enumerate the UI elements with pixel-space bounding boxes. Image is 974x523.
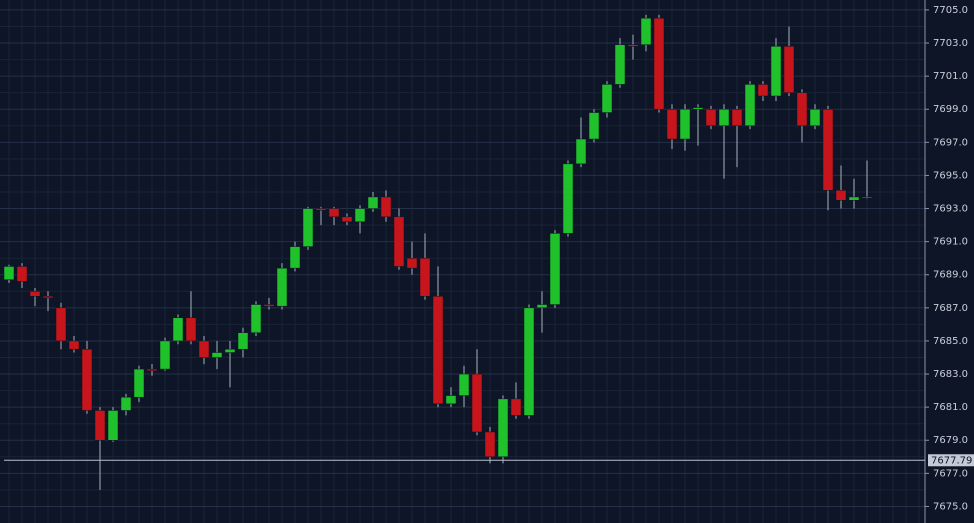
candle-body — [575, 138, 587, 165]
candle-body — [172, 317, 184, 342]
candle-body — [822, 108, 834, 191]
candle-body — [393, 216, 405, 267]
candle-body — [809, 108, 821, 127]
y-tick-label: 7705.0 — [933, 5, 968, 16]
y-tick-label: 7681.0 — [933, 402, 968, 413]
candle-body — [705, 108, 717, 127]
candle-body — [3, 266, 15, 280]
candle-body — [731, 108, 743, 127]
candle-body — [146, 368, 158, 371]
candle-body — [666, 108, 678, 140]
y-tick-label: 7685.0 — [933, 336, 968, 347]
candle-body — [796, 92, 808, 127]
candle-body — [406, 257, 418, 269]
candle-body — [55, 307, 67, 342]
last-price-box — [928, 454, 974, 467]
candle-body — [744, 84, 756, 127]
candle-body — [510, 398, 522, 416]
candle-body — [549, 233, 561, 305]
candle-body — [237, 332, 249, 350]
candle-body — [354, 208, 366, 223]
candle-body — [94, 410, 106, 441]
candle-body — [432, 296, 444, 405]
candle-body — [107, 410, 119, 441]
candle-body — [302, 208, 314, 247]
candle-body — [315, 208, 327, 211]
candle-body — [757, 84, 769, 97]
candle-body — [458, 373, 470, 396]
candle-body — [692, 107, 704, 110]
y-tick-label: 7683.0 — [933, 369, 968, 380]
candle-body — [380, 196, 392, 218]
candle-body — [341, 216, 353, 223]
y-tick-label: 7695.0 — [933, 170, 968, 181]
candle-body — [783, 46, 795, 93]
candle-body — [497, 398, 509, 458]
candle-body — [445, 395, 457, 405]
candle-body — [328, 208, 340, 218]
candle-body — [289, 246, 301, 269]
candle-body — [601, 84, 613, 113]
y-tick-label: 7679.0 — [933, 435, 968, 446]
candle-body — [250, 304, 262, 333]
candle-body — [861, 196, 873, 199]
candle-body — [159, 340, 171, 370]
last-price-label: 7677.79 — [931, 455, 972, 466]
candle-body — [263, 304, 275, 307]
candle-body — [198, 340, 210, 358]
y-tick-label: 7699.0 — [933, 104, 968, 115]
candle-body — [562, 163, 574, 234]
candle-body — [120, 396, 132, 411]
candle-body — [679, 108, 691, 140]
candle-body — [471, 373, 483, 433]
candle-body — [16, 266, 28, 282]
y-tick-label: 7697.0 — [933, 137, 968, 148]
candle-body — [835, 190, 847, 201]
candle-body — [29, 291, 41, 297]
y-tick-label: 7687.0 — [933, 303, 968, 314]
candle-body — [614, 44, 626, 85]
candle-body — [81, 348, 93, 411]
candle-body — [42, 296, 54, 299]
candle-body — [848, 196, 860, 201]
candle-body — [484, 431, 496, 458]
candle-body — [185, 317, 197, 342]
candle-body — [367, 196, 379, 209]
y-tick-label: 7689.0 — [933, 270, 968, 281]
y-tick-label: 7691.0 — [933, 237, 968, 248]
candle-body — [68, 340, 80, 350]
candle-body — [211, 352, 223, 358]
candle-body — [276, 267, 288, 307]
candle-body — [588, 112, 600, 140]
y-tick-label: 7693.0 — [933, 204, 968, 215]
candle-body — [536, 304, 548, 309]
candle-body — [523, 307, 535, 416]
candle-body — [133, 368, 145, 398]
candle-body — [224, 348, 236, 353]
y-tick-label: 7703.0 — [933, 38, 968, 49]
candle-body — [419, 257, 431, 297]
candle-body — [640, 17, 652, 45]
y-tick-label: 7677.0 — [933, 468, 968, 479]
candle-body — [770, 46, 782, 97]
candle-body — [718, 108, 730, 127]
y-tick-label: 7675.0 — [933, 501, 968, 512]
candle-body — [653, 17, 665, 110]
y-tick-label: 7701.0 — [933, 71, 968, 82]
candle-body — [627, 44, 639, 47]
